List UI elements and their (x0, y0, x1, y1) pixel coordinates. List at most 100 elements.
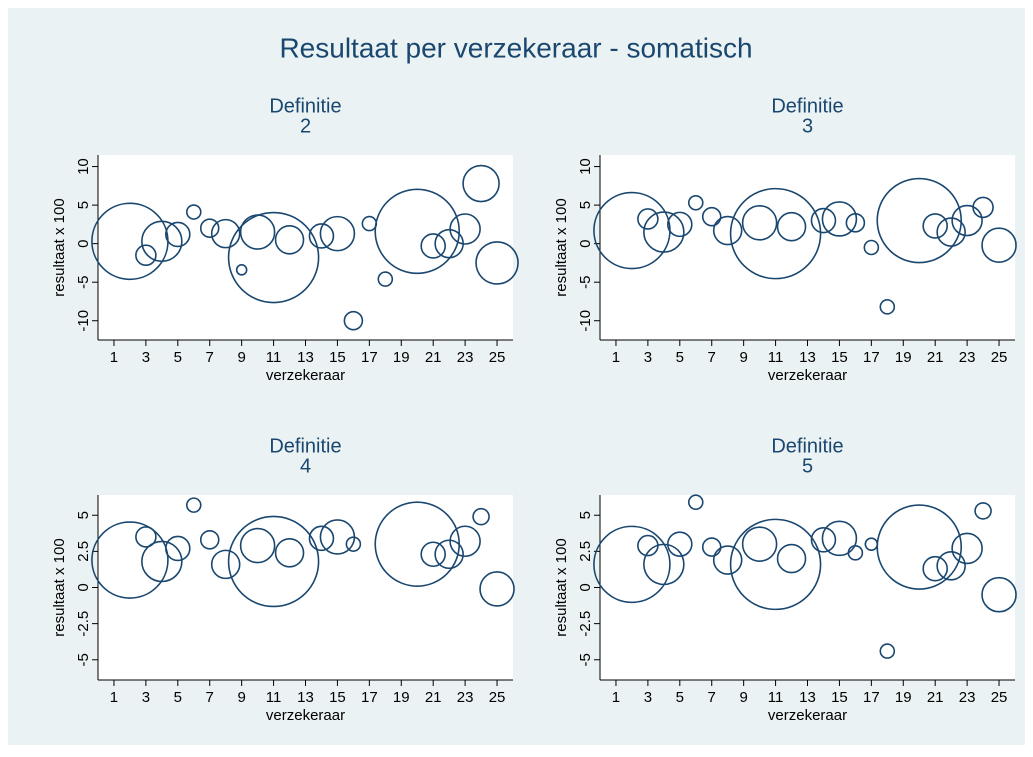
x-tick-label: 9 (739, 689, 747, 706)
x-tick-label: 13 (297, 689, 314, 706)
subplot-title: 3 (802, 115, 813, 137)
x-axis-label: verzekeraar (768, 707, 847, 724)
bubble (199, 530, 220, 550)
x-tick-label: 15 (831, 349, 848, 366)
plot-area (98, 495, 513, 680)
y-tick-label: -5 (75, 653, 92, 666)
x-tick-label: 11 (266, 689, 282, 706)
bubble (863, 239, 880, 256)
x-tick-label: 13 (297, 349, 314, 366)
x-tick-label: 7 (708, 689, 716, 706)
bubble (449, 525, 481, 558)
y-tick-label: 2.5 (577, 541, 594, 562)
x-tick-label: 25 (991, 689, 1008, 706)
bubble (308, 525, 335, 552)
x-tick-label: 5 (676, 689, 684, 706)
x-tick-label: 5 (174, 349, 182, 366)
x-tick-label: 23 (457, 689, 474, 706)
x-axis-label: verzekeraar (768, 367, 847, 384)
bubble (876, 177, 963, 264)
y-tick-label: 5 (75, 511, 92, 519)
bubble (462, 164, 500, 203)
y-tick-label: 10 (577, 158, 594, 175)
y-axis-label: resultaat x 100 (553, 538, 570, 636)
y-tick-label: 0 (577, 583, 594, 591)
y-tick-label: 5 (75, 201, 92, 209)
x-tick-label: 21 (927, 689, 944, 706)
bubble (593, 525, 671, 604)
bubble (821, 520, 858, 557)
bubble (687, 494, 704, 511)
bubble (741, 526, 778, 562)
subplot-title: Definitie (269, 435, 341, 457)
x-tick-label: 1 (612, 689, 620, 706)
bubble (141, 220, 183, 263)
y-axis-label: resultaat x 100 (51, 198, 68, 296)
x-tick-label: 1 (110, 349, 118, 366)
bubble (199, 218, 220, 239)
plot-area (600, 495, 1015, 680)
x-tick-label: 3 (644, 349, 652, 366)
bubble (847, 545, 864, 561)
bubble (420, 541, 446, 568)
bubble (712, 215, 743, 246)
y-axis-label: resultaat x 100 (553, 198, 570, 296)
bubble (420, 233, 446, 259)
x-tick-label: 17 (361, 349, 378, 366)
bubble (922, 213, 948, 239)
x-tick-label: 1 (612, 349, 620, 366)
bubble (951, 204, 983, 237)
y-tick-label: 0 (577, 239, 594, 247)
bubble (729, 187, 822, 280)
bubble (449, 213, 481, 245)
bubble (210, 549, 241, 580)
bubble (667, 211, 693, 238)
bubble (810, 527, 837, 553)
y-axis-label: resultaat x 100 (51, 538, 68, 636)
x-tick-label: 11 (768, 689, 784, 706)
bubble (165, 535, 191, 562)
x-tick-label: 3 (142, 689, 150, 706)
plot-area (98, 155, 513, 340)
subplot-title: 2 (300, 115, 311, 137)
y-tick-label: 0 (75, 583, 92, 591)
x-tick-label: 9 (739, 349, 747, 366)
bubble (776, 211, 807, 242)
bubble (434, 539, 464, 570)
x-tick-label: 5 (676, 349, 684, 366)
bubble (274, 224, 305, 255)
y-tick-label: 10 (75, 158, 92, 175)
bubble (879, 643, 896, 659)
x-tick-label: 7 (708, 349, 716, 366)
x-tick-label: 25 (489, 349, 506, 366)
y-tick-label: 2.5 (75, 541, 92, 562)
subplot-title: Definitie (269, 95, 341, 117)
y-tick-label: -5 (577, 653, 594, 666)
y-tick-label: -2.5 (577, 611, 594, 637)
bubble (981, 576, 1017, 613)
y-tick-label: -10 (577, 310, 594, 332)
bubble (319, 215, 356, 252)
bubble (185, 204, 202, 220)
bubble (308, 223, 335, 249)
bubble (936, 217, 966, 247)
bubble (936, 551, 966, 581)
x-tick-label: 23 (457, 349, 474, 366)
subplot-title: 4 (300, 455, 311, 477)
x-axis-label: verzekeraar (266, 367, 345, 384)
x-tick-label: 21 (425, 349, 442, 366)
bubble (729, 518, 822, 611)
bubble (91, 521, 169, 599)
x-tick-label: 25 (489, 689, 506, 706)
subplot-title: Definitie (771, 95, 843, 117)
bubble (667, 531, 693, 557)
bubble (235, 264, 248, 276)
x-tick-label: 19 (895, 349, 912, 366)
x-tick-label: 17 (863, 349, 880, 366)
x-tick-label: 9 (237, 349, 245, 366)
bubble (951, 532, 983, 565)
bubble (643, 543, 685, 586)
